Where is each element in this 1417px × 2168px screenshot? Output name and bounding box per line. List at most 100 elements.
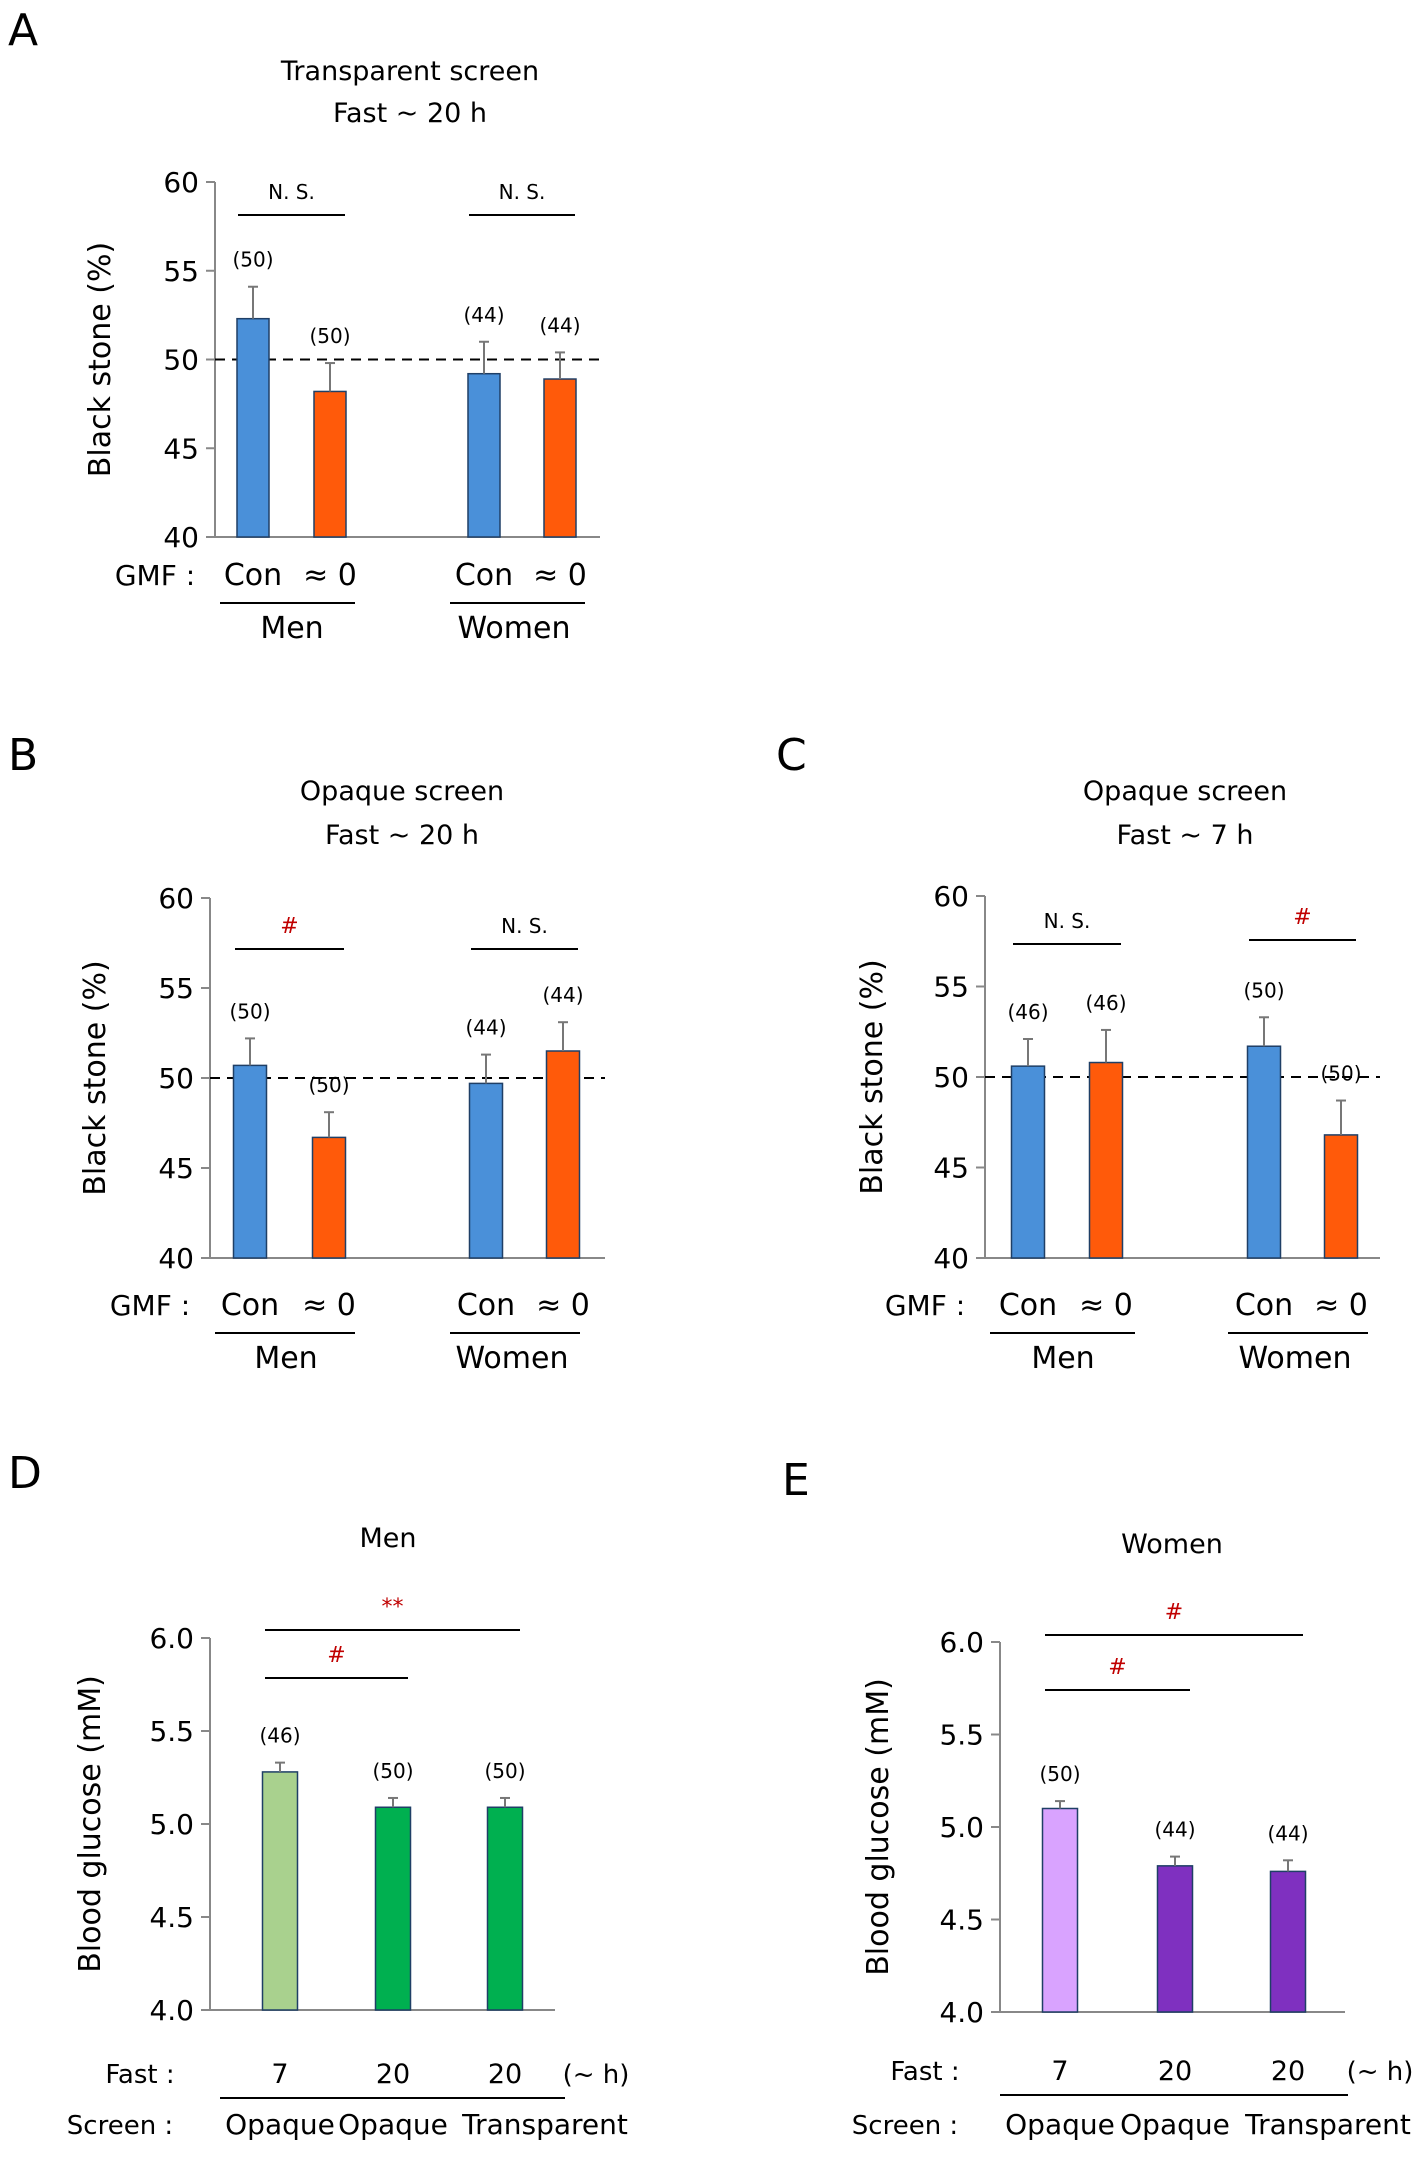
y-axis-label: Blood glucose (mM) [73,1675,108,1973]
significance-label: # [280,914,298,939]
bar [468,1082,504,1259]
bar [232,1064,268,1259]
y-tick-label: 55 [933,971,969,1004]
panel-b: B Opaque screen Fast ~ 20 h 40 45 50 55 60 Black… [8,730,605,1376]
panel-label: C [776,730,807,781]
y-tick-label: 50 [163,344,199,377]
n-label: (46) [1007,1000,1048,1024]
group-label: Women [1239,1341,1352,1376]
significance-label: ** [382,1595,404,1620]
group-label: Men [260,611,323,646]
bar [467,372,501,538]
fast-unit: (~ h) [563,2060,630,2090]
n-label: (44) [465,1016,506,1040]
chart-title: Fast ~ 20 h [333,98,487,129]
y-tick-label: 4.5 [939,1904,984,1937]
y-tick-label: 5.0 [939,1811,984,1844]
y-tick-label: 4.0 [149,1994,194,2027]
y-tick-label: 4.5 [149,1901,194,1934]
category-label: Con [457,1288,515,1323]
n-label: (50) [1039,1762,1080,1786]
n-label: (50) [229,999,270,1023]
bar [1088,1061,1124,1259]
y-tick-label: 6.0 [149,1622,194,1655]
y-tick-label: 5.5 [939,1719,984,1752]
panel-a: A Transparent screen Fast ~ 20 h 40 45 50 55 60… [8,5,600,646]
bar [236,317,270,538]
chart-title: Women [1121,1529,1223,1560]
n-label: (46) [1085,991,1126,1015]
y-axis-label: Blood glucose (mM) [861,1678,896,1976]
fast-row-label: Fast : [105,2060,174,2090]
fast-unit: (~ h) [1347,2057,1414,2087]
n-label: (50) [1320,1062,1361,1086]
panel-c: C Opaque screen Fast ~ 7 h 40 45 50 55 60 Black … [776,730,1380,1376]
fast-value: 7 [1051,2056,1068,2087]
bar [1323,1134,1359,1259]
fast-value: 20 [1271,2056,1305,2087]
n-label: (46) [259,1724,300,1748]
screen-row-label: Screen : [852,2111,958,2141]
y-tick-label: 45 [158,1152,194,1185]
significance-label: N. S. [268,180,315,204]
y-axis-label: Black stone (%) [83,242,118,477]
category-label: Con [221,1288,279,1323]
y-axis-label: Black stone (%) [855,959,890,1194]
screen-value: Transparent [1244,2108,1411,2141]
y-tick-label: 5.5 [149,1715,194,1748]
chart-title: Fast ~ 20 h [325,820,479,851]
significance-label: # [1108,1655,1126,1680]
n-label: (44) [542,983,583,1007]
category-label: Con [455,558,513,593]
panel-label: D [8,1448,42,1499]
bar [545,1050,581,1259]
fast-value: 7 [271,2059,288,2090]
significance-label: # [1165,1600,1183,1625]
panel-label: B [8,730,38,781]
row-label: GMF : [110,1289,190,1322]
y-tick-label: 4.0 [939,1996,984,2029]
y-tick-label: 40 [933,1242,969,1275]
group-label: Men [1031,1341,1094,1376]
n-label: (50) [1243,978,1284,1002]
category-label: ≈ 0 [1079,1288,1133,1323]
y-tick-label: 55 [163,255,199,288]
n-label: (44) [1154,1818,1195,1842]
y-tick-label: 55 [158,972,194,1005]
panel-e: E Women 4.0 4.5 5.0 5.5 6.0 Blood glucose (mM) (… [782,1455,1413,2141]
y-tick-label: 60 [158,882,194,915]
bar [311,1136,347,1259]
fast-value: 20 [376,2059,410,2090]
n-label: (50) [484,1759,525,1783]
bar [1041,1807,1079,2013]
category-label: ≈ 0 [533,558,587,593]
n-label: (44) [539,313,580,337]
bar [1010,1065,1046,1259]
panel-label: A [8,5,38,56]
fast-value: 20 [488,2059,522,2090]
n-label: (50) [372,1759,413,1783]
row-label: GMF : [115,559,195,592]
chart-title: Fast ~ 7 h [1117,820,1254,851]
fast-row-label: Fast : [890,2057,959,2087]
category-label: Con [999,1288,1057,1323]
y-tick-label: 50 [933,1061,969,1094]
category-label: Con [1235,1288,1293,1323]
bar [313,390,347,538]
bar [486,1806,524,2011]
bar [1156,1865,1194,2013]
y-tick-label: 5.0 [149,1808,194,1841]
screen-value: Opaque [338,2108,448,2141]
bar [1269,1870,1307,2013]
y-axis-label: Black stone (%) [78,960,113,1195]
screen-row-label: Screen : [67,2111,173,2141]
chart-title: Transparent screen [280,56,539,87]
chart-title: Opaque screen [300,776,504,807]
y-tick-label: 6.0 [939,1626,984,1659]
group-label: Women [456,1341,569,1376]
y-tick-label: 60 [163,166,199,199]
bar [1246,1045,1282,1259]
screen-value: Opaque [1005,2108,1115,2141]
chart-title: Men [359,1523,416,1554]
